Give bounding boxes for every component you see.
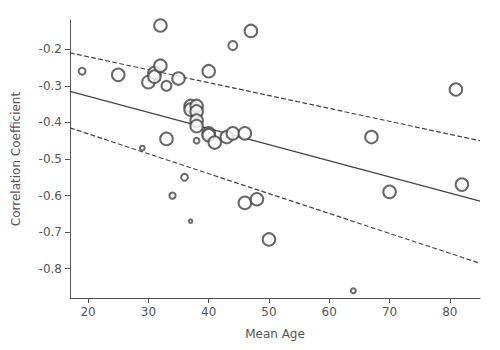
svg-text:-0.5: -0.5 bbox=[39, 152, 62, 166]
svg-text:Correlation Coefficient: Correlation Coefficient bbox=[9, 92, 23, 227]
svg-text:-0.8: -0.8 bbox=[39, 262, 62, 276]
svg-text:20: 20 bbox=[80, 305, 95, 319]
svg-text:-0.6: -0.6 bbox=[39, 189, 62, 203]
svg-text:50: 50 bbox=[261, 305, 276, 319]
svg-text:-0.2: -0.2 bbox=[39, 42, 62, 56]
svg-text:80: 80 bbox=[442, 305, 457, 319]
svg-text:Mean Age: Mean Age bbox=[245, 327, 305, 341]
svg-text:-0.4: -0.4 bbox=[39, 115, 62, 129]
svg-text:30: 30 bbox=[141, 305, 156, 319]
svg-text:60: 60 bbox=[322, 305, 337, 319]
svg-text:40: 40 bbox=[201, 305, 216, 319]
svg-text:70: 70 bbox=[382, 305, 397, 319]
svg-text:-0.3: -0.3 bbox=[39, 79, 62, 93]
svg-text:-0.7: -0.7 bbox=[39, 225, 62, 239]
